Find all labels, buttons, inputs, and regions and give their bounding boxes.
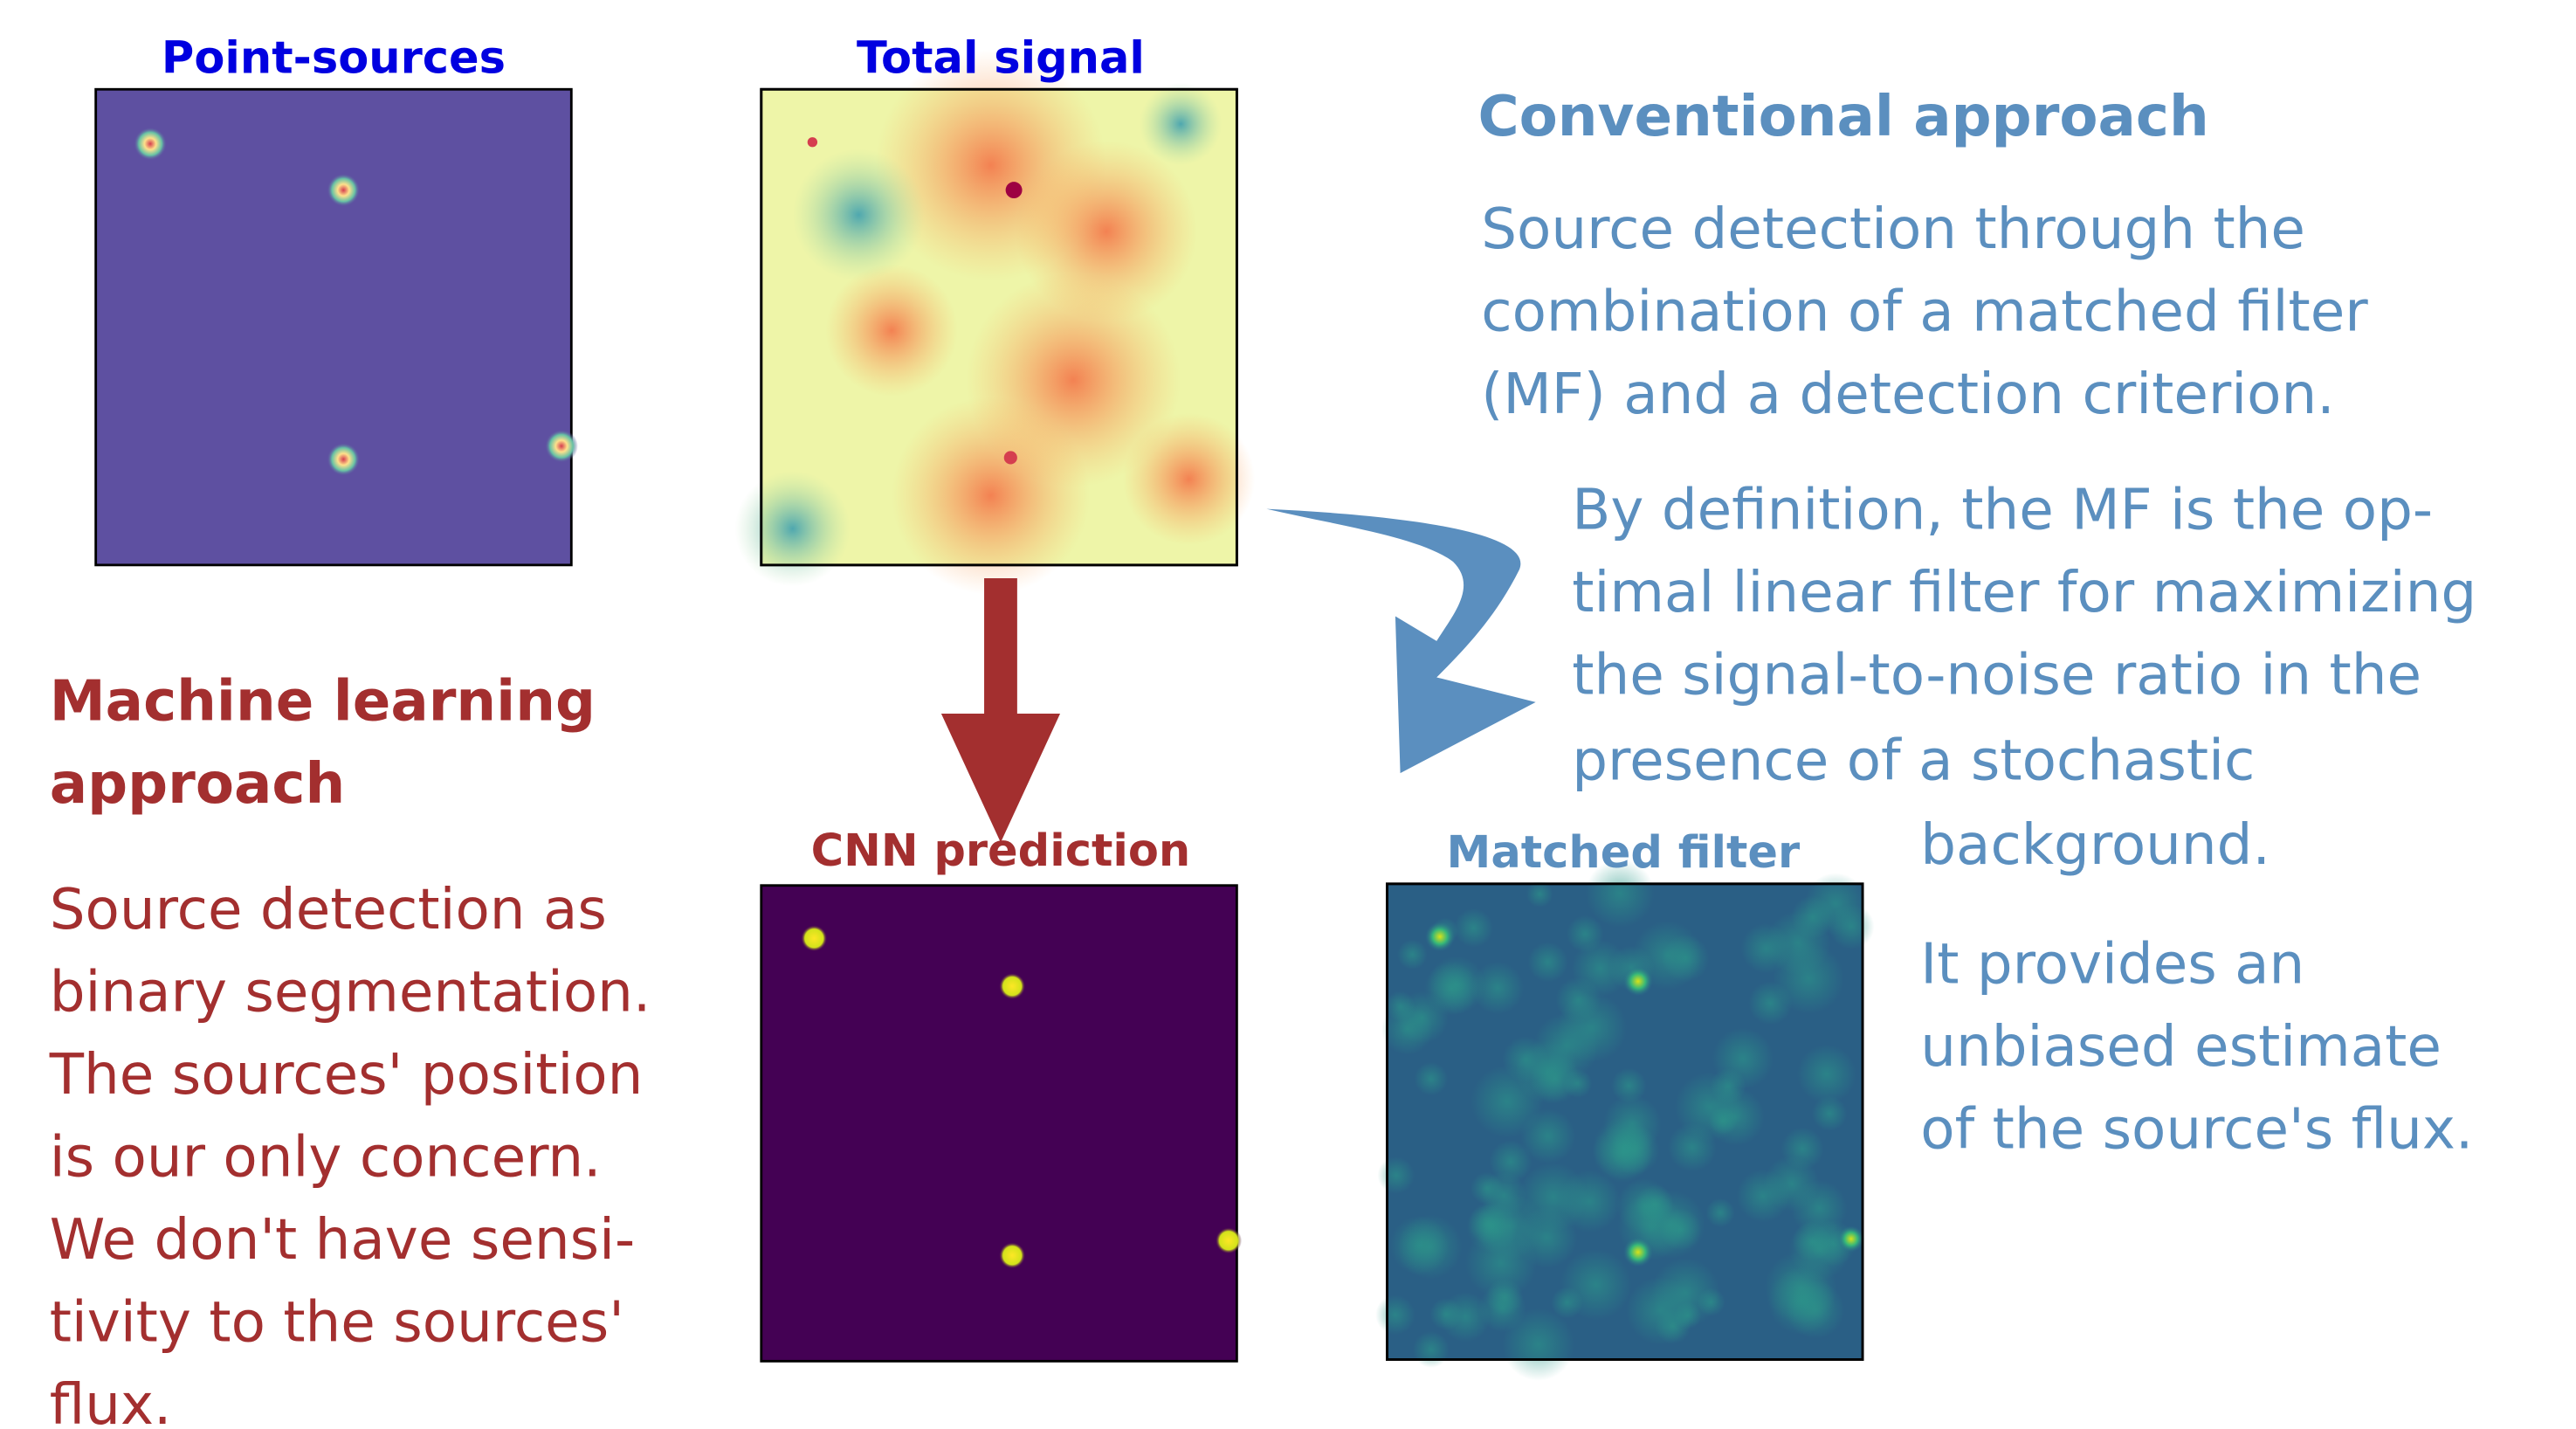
noise-blob [1787, 1281, 1844, 1339]
panel-title: CNN prediction [811, 825, 1191, 877]
ml-text: We don't have sensi- [50, 1207, 635, 1273]
noise-blob [1415, 1062, 1448, 1095]
conventional-text: presence of a stochastic [1572, 728, 2255, 794]
noise-blob [1560, 1249, 1631, 1320]
noise-blob [1440, 1292, 1490, 1342]
conventional-text: combination of a matched filter [1481, 279, 2368, 344]
cnn-prediction-image [761, 886, 1237, 1362]
source [134, 128, 167, 161]
noise-blob [1502, 1308, 1574, 1381]
noise-blob [1480, 1172, 1526, 1218]
detection [1838, 1225, 1864, 1252]
noise-blob [1812, 1096, 1847, 1131]
noise-blob [1398, 1215, 1463, 1280]
detection [1623, 1238, 1653, 1267]
conventional-text: It provides an [1920, 931, 2304, 997]
conventional-text: timal linear filter for maximizing [1572, 560, 2476, 625]
noise-blob [1829, 904, 1874, 949]
noise-blob [1567, 915, 1604, 953]
source [327, 443, 360, 476]
noise-blob [1528, 942, 1568, 982]
source [327, 174, 360, 207]
source [545, 430, 578, 463]
noise-blob [1797, 1045, 1856, 1104]
noise-blob [1788, 1218, 1850, 1281]
detection [1216, 1227, 1242, 1253]
ml-heading: approach [50, 751, 346, 817]
noise-blob [1709, 1107, 1737, 1135]
conventional-text: of the source's flux. [1920, 1096, 2473, 1162]
point-sources-image [96, 89, 572, 565]
noise-blob [1381, 1004, 1433, 1055]
conventional-heading: Conventional approach [1477, 84, 2208, 149]
conventional-text: background. [1920, 812, 2270, 878]
panel-title: Matched filter [1447, 827, 1801, 879]
ml-text: binary segmentation. [50, 959, 651, 1025]
noise-blob [1712, 1028, 1774, 1089]
noise-blob [1397, 940, 1428, 970]
noise-blob [1424, 962, 1478, 1016]
ml-heading: Machine learning [50, 669, 596, 735]
panel-title: Point-sources [162, 32, 506, 84]
page: Point-sources Total signal CNN prediction M… [0, 0, 2576, 1429]
noise-blob [1656, 1308, 1691, 1343]
conventional-text: unbiased estimate [1920, 1014, 2442, 1080]
ml-arrow [941, 578, 1060, 843]
detection [801, 925, 827, 951]
ml-text: tivity to the sources' [50, 1290, 624, 1356]
detection [1425, 922, 1455, 951]
conventional-text: By definition, the MF is the op- [1572, 477, 2433, 542]
noise-blob [1531, 1054, 1581, 1104]
noise-blob [1773, 942, 1844, 1014]
detection [1623, 966, 1653, 996]
conventional-text: (MF) and a detection criterion. [1481, 362, 2334, 427]
noise-blob [1668, 1123, 1717, 1172]
noise-blob [1413, 1331, 1450, 1368]
conventional-text: Source detection through the [1481, 197, 2305, 262]
ml-text: The sources' position [49, 1042, 644, 1108]
detection [999, 1242, 1025, 1268]
noise-blob [1454, 908, 1493, 948]
noise-blob [1737, 1170, 1790, 1223]
conventional-text: the signal-to-noise ratio in the [1572, 642, 2421, 708]
panel-title: Total signal [857, 32, 1145, 84]
noise-blob [1465, 1227, 1537, 1299]
noise-blob [1593, 1122, 1652, 1182]
mf-arrow [1266, 509, 1535, 774]
ml-text: flux. [50, 1372, 172, 1429]
detection [999, 973, 1025, 999]
noise-blob [1377, 1156, 1415, 1194]
noise-blob [1375, 1295, 1415, 1336]
noise-blob [1706, 1198, 1735, 1227]
ml-text: Source detection as [50, 877, 607, 942]
noise-blob [1781, 1128, 1824, 1170]
slide: Point-sources Total signal CNN prediction M… [0, 0, 2576, 1429]
ml-text: is our only concern. [50, 1125, 602, 1191]
